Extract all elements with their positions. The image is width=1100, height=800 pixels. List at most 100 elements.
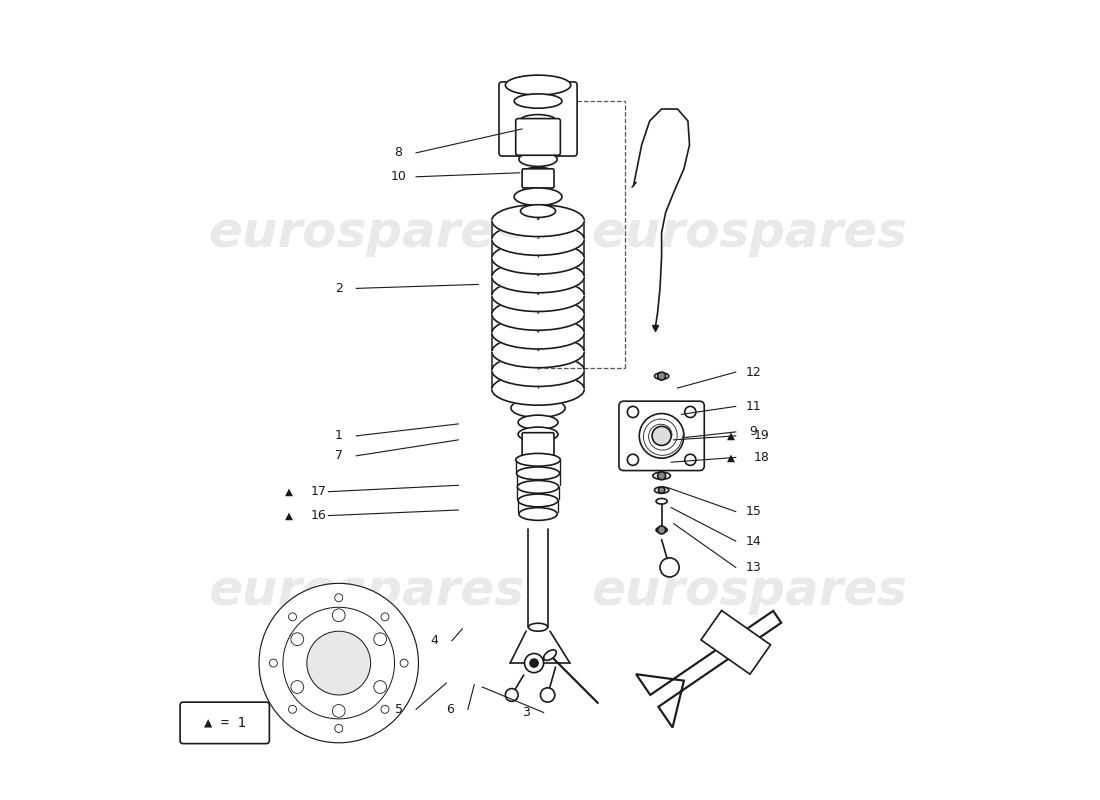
Text: 7: 7: [334, 450, 343, 462]
Text: 17: 17: [311, 485, 327, 498]
Text: 5: 5: [395, 703, 403, 716]
FancyBboxPatch shape: [516, 118, 560, 155]
Text: 6: 6: [447, 703, 454, 716]
Circle shape: [374, 681, 386, 694]
Polygon shape: [492, 352, 584, 368]
Text: 19: 19: [754, 430, 769, 442]
Text: 4: 4: [430, 634, 438, 647]
Circle shape: [627, 406, 638, 418]
Text: 9: 9: [749, 426, 757, 438]
Ellipse shape: [514, 94, 562, 108]
Circle shape: [258, 583, 418, 743]
Text: 12: 12: [746, 366, 761, 378]
Circle shape: [334, 725, 343, 733]
Circle shape: [332, 705, 345, 718]
Circle shape: [400, 659, 408, 667]
Circle shape: [290, 681, 304, 694]
Polygon shape: [492, 390, 584, 405]
Circle shape: [505, 689, 518, 702]
Ellipse shape: [517, 467, 560, 480]
Circle shape: [660, 558, 679, 577]
Ellipse shape: [520, 205, 556, 218]
Text: ▲: ▲: [727, 452, 735, 462]
Text: 11: 11: [746, 400, 761, 413]
Ellipse shape: [516, 454, 560, 466]
Polygon shape: [492, 333, 584, 349]
FancyBboxPatch shape: [180, 702, 270, 744]
Circle shape: [658, 372, 666, 380]
Ellipse shape: [519, 114, 557, 127]
Ellipse shape: [518, 427, 558, 442]
Text: 3: 3: [522, 706, 530, 719]
Circle shape: [374, 633, 386, 646]
Circle shape: [307, 631, 371, 695]
Ellipse shape: [656, 527, 668, 533]
Circle shape: [290, 633, 304, 646]
Ellipse shape: [652, 472, 670, 479]
Circle shape: [658, 526, 666, 534]
Text: eurospares: eurospares: [209, 209, 525, 257]
FancyBboxPatch shape: [619, 401, 704, 470]
Text: 13: 13: [746, 561, 761, 574]
Ellipse shape: [519, 152, 558, 166]
Polygon shape: [636, 611, 781, 727]
Text: 8: 8: [395, 146, 403, 159]
Text: 14: 14: [746, 534, 761, 548]
Ellipse shape: [519, 508, 558, 520]
Circle shape: [639, 414, 684, 458]
Circle shape: [658, 472, 666, 480]
Circle shape: [334, 594, 343, 602]
Text: 1: 1: [334, 430, 343, 442]
Circle shape: [627, 454, 638, 466]
Circle shape: [381, 706, 389, 714]
FancyBboxPatch shape: [499, 82, 578, 156]
Ellipse shape: [654, 373, 669, 379]
Polygon shape: [492, 221, 584, 237]
Text: 15: 15: [746, 505, 761, 518]
Circle shape: [540, 688, 554, 702]
Text: eurospares: eurospares: [592, 567, 908, 615]
Ellipse shape: [510, 398, 565, 418]
Circle shape: [288, 613, 297, 621]
Text: 2: 2: [334, 282, 343, 295]
FancyBboxPatch shape: [522, 433, 554, 460]
Circle shape: [684, 406, 696, 418]
Ellipse shape: [518, 494, 558, 507]
Ellipse shape: [528, 623, 548, 631]
Circle shape: [525, 654, 543, 673]
Text: 18: 18: [754, 451, 769, 464]
Circle shape: [332, 609, 345, 622]
Circle shape: [270, 659, 277, 667]
Polygon shape: [492, 258, 584, 274]
Polygon shape: [492, 370, 584, 386]
Text: 10: 10: [390, 170, 407, 183]
Ellipse shape: [522, 167, 553, 178]
Polygon shape: [492, 295, 584, 311]
Ellipse shape: [656, 498, 668, 504]
Polygon shape: [492, 239, 584, 255]
Text: eurospares: eurospares: [592, 209, 908, 257]
Ellipse shape: [543, 650, 557, 660]
Ellipse shape: [505, 75, 571, 95]
Polygon shape: [492, 277, 584, 293]
Circle shape: [288, 706, 297, 714]
Ellipse shape: [517, 481, 559, 494]
Text: ▲: ▲: [285, 486, 293, 497]
Ellipse shape: [654, 487, 669, 494]
Polygon shape: [492, 314, 584, 330]
Circle shape: [530, 659, 538, 667]
Text: ▲: ▲: [727, 431, 735, 441]
Text: ▲: ▲: [285, 510, 293, 521]
Text: ▲ = 1: ▲ = 1: [204, 715, 245, 729]
Text: 16: 16: [311, 509, 327, 522]
Circle shape: [659, 487, 664, 494]
Circle shape: [684, 454, 696, 466]
Ellipse shape: [518, 415, 558, 430]
Circle shape: [283, 607, 395, 719]
Text: eurospares: eurospares: [209, 567, 525, 615]
FancyBboxPatch shape: [522, 169, 554, 188]
Polygon shape: [701, 610, 770, 674]
Circle shape: [652, 426, 671, 446]
Circle shape: [381, 613, 389, 621]
Ellipse shape: [514, 188, 562, 206]
